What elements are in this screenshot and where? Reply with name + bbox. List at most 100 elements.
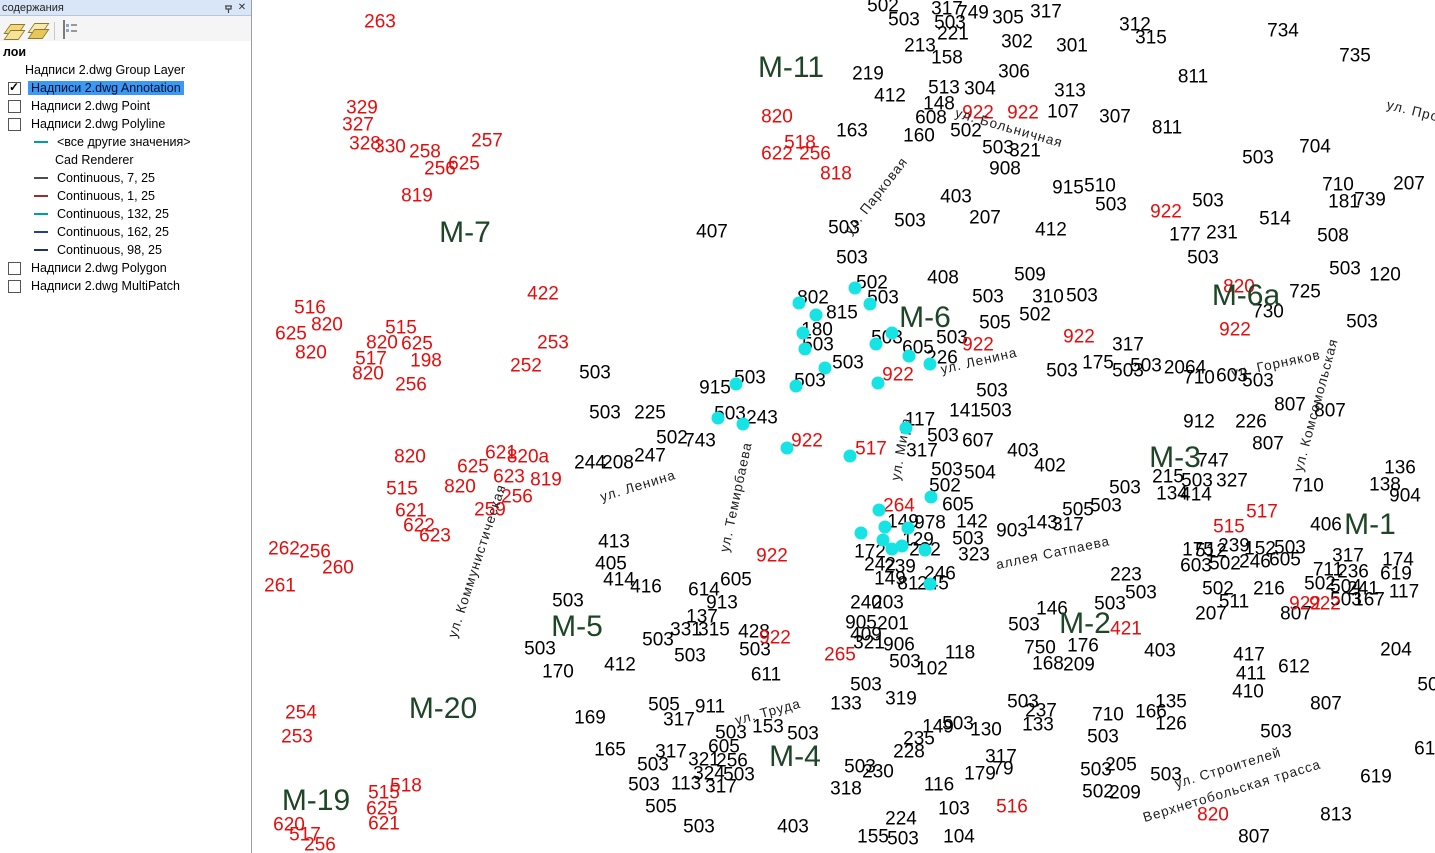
map-annotation-label: 503 (1242, 147, 1274, 169)
legend-line-swatch (34, 213, 48, 215)
toc-item-лои[interactable]: лои (0, 43, 251, 61)
map-annotation-label: 710 (1322, 174, 1354, 196)
legend-line-swatch (34, 195, 48, 197)
map-annotation-label-red: 820 (311, 314, 343, 336)
toc-tree: лои Надписи 2.dwg Group Layer Надписи 2.dw… (0, 41, 251, 853)
list-by-drawing-order-icon[interactable] (3, 21, 26, 41)
map-annotation-label: 403 (777, 816, 809, 838)
map-annotation-label-red: 818 (820, 163, 852, 185)
close-icon[interactable]: ✕ (237, 2, 247, 13)
map-annotation-label: 503 (1095, 194, 1127, 216)
pin-icon[interactable] (221, 1, 235, 14)
map-annotation-label-red: 625 (448, 153, 480, 175)
map-annotation-label: 912 (1183, 411, 1215, 433)
map-annotation-label: 503 (844, 756, 876, 778)
map-annotation-label: 608 (915, 107, 947, 129)
cad-point-marker (809, 308, 823, 322)
map-annotation-label-red: 820 (1223, 276, 1255, 298)
map-annotation-label: 170 (542, 661, 574, 683)
map-annotation-label: 317 (906, 440, 938, 462)
map-annotation-label: 503 (1066, 285, 1098, 307)
layer-visibility-checkbox[interactable] (8, 117, 21, 131)
cad-point-marker (863, 297, 877, 311)
cad-point-marker (736, 417, 750, 431)
toc-item-cad-renderer[interactable]: Cad Renderer (0, 151, 251, 169)
toc-header[interactable]: содержания ✕ (0, 0, 251, 16)
map-annotation-label-red: 620 (273, 814, 305, 836)
toc-item-continuous-98-25[interactable]: Continuous, 98, 25 (0, 241, 251, 259)
map-annotation-label: 904 (1389, 485, 1421, 507)
map-annotation-label: 503 (1346, 311, 1378, 333)
map-annotation-label: 321 (688, 749, 720, 771)
map-annotation-label: 502 (929, 475, 961, 497)
map-annotation-label: 403 (1007, 440, 1039, 462)
map-annotation-label: 505 (645, 796, 677, 818)
map-annotation-label-red: 256 (304, 834, 336, 853)
map-annotation-label: 611 (750, 664, 782, 686)
toc-item-label: Надписи 2.dwg Polygon (31, 261, 167, 275)
layer-visibility-checkbox[interactable] (8, 261, 21, 275)
toc-item-надписи-2-dwg-polygon[interactable]: Надписи 2.dwg Polygon (0, 259, 251, 277)
map-annotation-label-red: 516 (996, 796, 1028, 818)
map-annotation-label: 116 (923, 774, 955, 796)
layer-visibility-checkbox[interactable] (8, 279, 21, 293)
map-annotation-label-red: 623 (493, 466, 525, 488)
map-annotation-label: 411 (1235, 663, 1267, 685)
toc-item-надписи-2-dwg-polyline[interactable]: Надписи 2.dwg Polyline (0, 115, 251, 133)
toc-item-continuous-132-25[interactable]: Continuous, 132, 25 (0, 205, 251, 223)
map-annotation-label: 306 (998, 61, 1030, 83)
map-annotation-label-red: 328 (349, 133, 381, 155)
map-canvas[interactable]: 502 317 749 503 503 305 317 221 213 158 302 301 312 3… (252, 0, 1435, 853)
map-annotation-label: 749 (957, 2, 989, 24)
toc-item-continuous-1-25[interactable]: Continuous, 1, 25 (0, 187, 251, 205)
layer-visibility-checkbox[interactable] (8, 99, 21, 113)
legend-line-swatch (34, 231, 48, 233)
map-annotation-label: 503 (1007, 691, 1039, 713)
map-annotation-label: 503 (628, 774, 660, 796)
cad-point-marker (871, 376, 885, 390)
map-annotation-label-red: 922 (1289, 593, 1321, 615)
map-annotation-label-red: 820 (352, 363, 384, 385)
map-annotation-label: 503 (972, 286, 1004, 308)
map-annotation-label: 503 (976, 380, 1008, 402)
map-annotation-label: 317 (655, 741, 687, 763)
toc-item--все-другие-значения-[interactable]: <все другие значения> (0, 133, 251, 151)
map-annotation-label: 174 (1382, 549, 1414, 571)
map-annotation-label: 138 (1369, 474, 1401, 496)
map-annotation-label-red: 820 (761, 106, 793, 128)
map-annotation-label: 603 (1216, 365, 1248, 387)
map-annotation-label: 807 (1314, 400, 1346, 422)
layer-visibility-checkbox[interactable] (8, 80, 21, 95)
map-annotation-label: 163 (836, 120, 868, 142)
map-annotation-label-red: 819 (530, 469, 562, 491)
map-annotation-label: 614 (688, 579, 720, 601)
list-by-visibility-icon[interactable] (61, 20, 81, 41)
map-annotation-label: 503 (931, 459, 963, 481)
list-by-source-icon[interactable] (27, 21, 50, 41)
map-annotation-label: 503 (927, 425, 959, 447)
map-annotation-label: 2064 (1163, 357, 1207, 379)
map-annotation-label-red: 622 (761, 143, 793, 165)
map-annotation-label: 256 (716, 750, 748, 772)
toc-item-надписи-2-dwg-multipatch[interactable]: Надписи 2.dwg MultiPatch (0, 277, 251, 295)
map-annotation-label: 246 (1239, 551, 1271, 573)
map-annotation-label: 502 (1209, 553, 1241, 575)
toc-item-надписи-2-dwg-group-layer[interactable]: Надписи 2.dwg Group Layer (0, 61, 251, 79)
toc-item-надписи-2-dwg-point[interactable]: Надписи 2.dwg Point (0, 97, 251, 115)
map-annotation-label-red: 625 (366, 798, 398, 820)
map-annotation-label: 978 (914, 512, 946, 534)
toc-item-continuous-162-25[interactable]: Continuous, 162, 25 (0, 223, 251, 241)
toc-item-надписи-2-dwg-annotation[interactable]: Надписи 2.dwg Annotation (0, 79, 251, 97)
map-annotation-label: 502 (1202, 578, 1234, 600)
map-annotation-label: 512 (1195, 540, 1227, 562)
map-annotation-label: 148 (923, 93, 955, 115)
map-annotation-label: 149 (874, 568, 906, 590)
toc-item-continuous-7-25[interactable]: Continuous, 7, 25 (0, 169, 251, 187)
map-annotation-label-red: 622 (403, 515, 435, 537)
map-annotation-label: 750 (1024, 637, 1056, 659)
street-name-label: ул. Горняков (1229, 346, 1322, 381)
map-annotation-label: 605 (1269, 549, 1301, 571)
map-annotation-label: 153 (752, 716, 784, 738)
map-annotation-label-red: 256 (501, 486, 533, 508)
map-annotation-label: 747 (1197, 450, 1229, 472)
